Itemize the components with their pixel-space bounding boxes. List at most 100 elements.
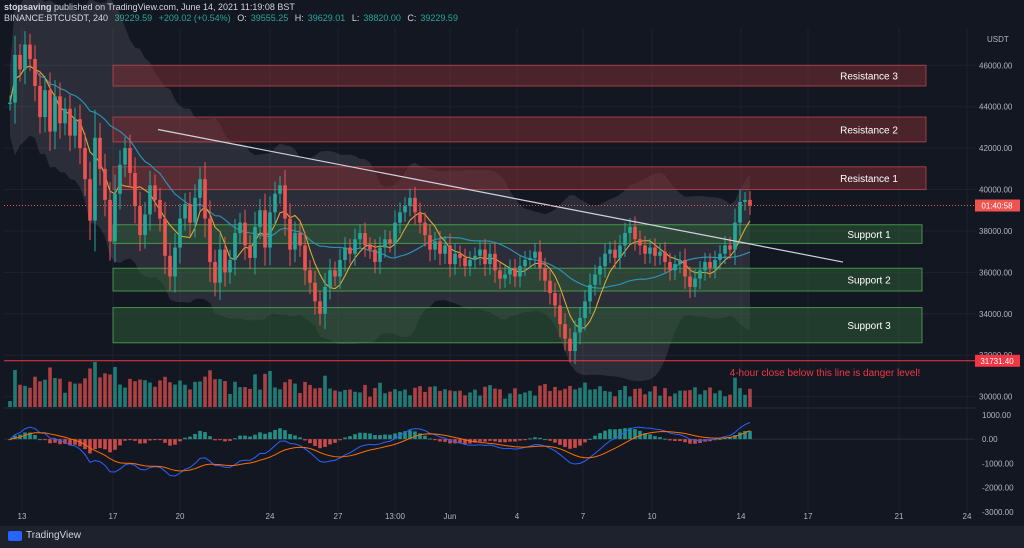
macd-histogram-bar [588, 438, 592, 440]
macd-histogram-bar [193, 433, 197, 440]
candle-body [463, 257, 467, 267]
candle-body [558, 305, 562, 325]
macd-histogram-bar [38, 439, 42, 441]
volume-bar [713, 393, 717, 407]
candle-body [293, 233, 297, 250]
macd-histogram-bar [393, 433, 397, 440]
candle-body [468, 259, 472, 267]
candle-body [168, 255, 172, 277]
volume-bar [503, 398, 507, 407]
volume-bar [398, 391, 402, 407]
candle-body [198, 179, 202, 198]
current-price-tag [975, 199, 1020, 212]
volume-bar [128, 378, 132, 407]
x-tick-label: 27 [334, 512, 343, 521]
volume-bar [608, 391, 612, 407]
macd-histogram-bar [688, 439, 692, 444]
volume-bar [573, 389, 577, 407]
currency-label: USDT [987, 35, 1009, 44]
volume-bar [598, 386, 602, 407]
macd-histogram-bar [538, 437, 542, 440]
macd-histogram-bar [458, 439, 462, 444]
volume-bar [448, 390, 452, 407]
x-tick-label: Jun [444, 512, 457, 521]
volume-bar [303, 381, 307, 407]
volume-bar [373, 387, 377, 407]
zone-label: Support 2 [847, 276, 891, 287]
macd-histogram-bar [258, 432, 262, 440]
x-tick-label: 17 [804, 512, 813, 521]
macd-histogram-bar [383, 434, 387, 440]
open-value: 39555.25 [250, 13, 289, 23]
volume-bar [133, 381, 137, 407]
price-chart[interactable]: 13 17 20 24 27 13:00 Jun 4 7 10 14 17 21 24 46000.00 44… [0, 0, 1024, 526]
candle-body [553, 293, 557, 306]
macd-histogram-bar [228, 439, 232, 441]
candle-body [88, 179, 92, 221]
candle-body [108, 199, 112, 242]
candle-body [8, 102, 12, 105]
volume-bar [553, 386, 557, 407]
macd-histogram-bar [303, 439, 307, 441]
volume-bar [648, 391, 652, 407]
candle-body [663, 251, 667, 263]
volume-bar [343, 389, 347, 407]
x-tick-label: 7 [581, 512, 586, 521]
candle-body [528, 257, 532, 260]
volume-bar [263, 373, 267, 407]
tradingview-logo[interactable]: TradingView [8, 530, 81, 541]
danger-price-tag [975, 354, 1020, 367]
volume-bar [378, 382, 382, 407]
candle-body [448, 245, 452, 265]
volume-bar [88, 368, 92, 407]
candle-body [313, 282, 317, 302]
candle-body [453, 253, 457, 265]
macd-histogram-bar [53, 439, 57, 443]
volume-bar [643, 394, 647, 407]
candle-body [258, 210, 262, 227]
candle-body [593, 274, 597, 285]
macd-histogram-bar [58, 439, 62, 445]
candle-body [123, 148, 127, 165]
candle-body [443, 245, 447, 254]
candle-body [218, 249, 222, 283]
volume-bar [268, 371, 272, 407]
volume-bar [163, 376, 167, 407]
volume-bar [68, 381, 72, 407]
candle-body [368, 245, 372, 250]
x-tick-label: 4 [515, 512, 520, 521]
volume-bar [233, 381, 237, 407]
macd-histogram-bar [548, 439, 552, 441]
low-value: 38820.00 [363, 13, 401, 23]
macd-histogram-bar [333, 439, 337, 443]
candle-body [158, 199, 162, 219]
macd-tick-label: -3000.00 [982, 508, 1014, 517]
macd-histogram-bar [363, 432, 367, 440]
volume-bar [558, 390, 562, 407]
macd-tick-label: -2000.00 [982, 484, 1014, 493]
volume-bar [658, 395, 662, 407]
volume-bar [318, 387, 322, 407]
candle-body [523, 259, 527, 267]
y-tick-label: 42000.00 [979, 144, 1013, 153]
volume-bar [473, 389, 477, 407]
candle-body [278, 185, 282, 194]
macd-histogram-bar [158, 439, 162, 441]
macd-histogram-bar [238, 435, 242, 440]
candle-body [653, 247, 657, 256]
volume-bar [8, 401, 12, 407]
candle-body [428, 235, 432, 250]
candle-body [323, 286, 327, 314]
volume-bar [733, 377, 737, 407]
macd-histogram-bar [103, 439, 107, 450]
macd-histogram-bar [78, 439, 82, 447]
macd-histogram-bar [403, 431, 407, 440]
volume-bar [743, 394, 747, 407]
candle-body [393, 222, 397, 244]
volume-bar [458, 390, 462, 407]
macd-histogram-bar [73, 439, 77, 445]
high-value: 39629.01 [307, 13, 346, 23]
volume-bar [278, 389, 282, 407]
volume-bar [723, 396, 727, 407]
macd-histogram-bar [498, 439, 502, 443]
